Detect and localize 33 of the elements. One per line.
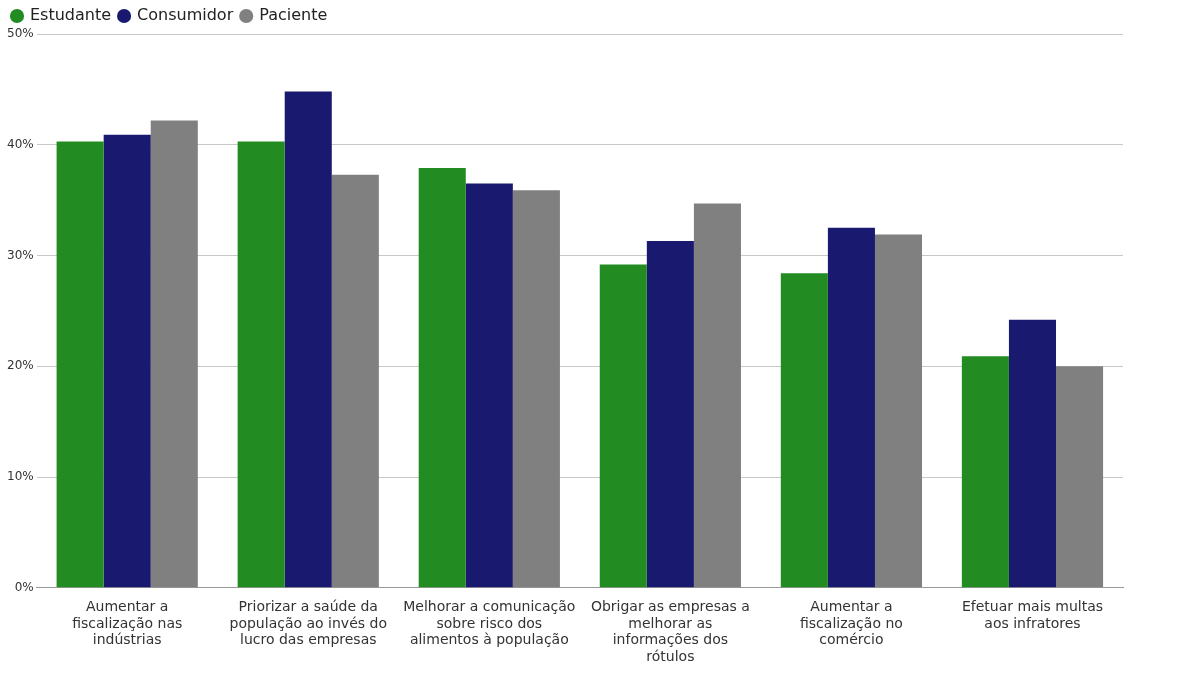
x-tick-label: Melhorar a comunicação sobre risco dos alimentos à população xyxy=(403,597,576,648)
bar xyxy=(150,120,198,588)
bar xyxy=(1056,366,1104,588)
y-tick-label: 50% xyxy=(7,26,34,41)
legend-label: Paciente xyxy=(259,5,328,25)
bar xyxy=(874,234,923,588)
y-tick-label: 10% xyxy=(7,469,34,484)
bar xyxy=(331,174,379,588)
y-tick-label: 0% xyxy=(14,579,34,594)
bar xyxy=(512,190,560,588)
legend-label: Consumidor xyxy=(137,5,234,25)
bar xyxy=(599,264,647,588)
y-tick-label: 40% xyxy=(7,136,34,151)
x-tick-label: Efetuar mais multas aos infratores xyxy=(961,597,1104,631)
legend-label: Estudante xyxy=(30,5,112,25)
x-tick-label: Priorizar a saúde da população ao invés do lucro das empresas xyxy=(229,597,387,648)
y-tick-label: 20% xyxy=(7,358,34,373)
bar xyxy=(646,241,694,588)
x-tick-label: Aumentar a fiscalização nas indústrias xyxy=(72,597,183,648)
bar xyxy=(237,141,285,588)
bar xyxy=(465,183,513,588)
x-tick-label: Aumentar a fiscalização no comércio xyxy=(800,597,903,648)
bar xyxy=(418,168,466,588)
bar xyxy=(284,91,332,588)
bar xyxy=(827,227,875,588)
bar xyxy=(780,273,828,588)
bar xyxy=(56,141,104,588)
bar xyxy=(693,203,741,588)
bar xyxy=(103,134,151,588)
x-tick-label: Obrigar as empresas a melhorar as informações dos rótulos xyxy=(590,597,750,665)
bar xyxy=(961,356,1009,588)
bar xyxy=(1008,319,1057,588)
y-tick-label: 30% xyxy=(7,247,34,262)
